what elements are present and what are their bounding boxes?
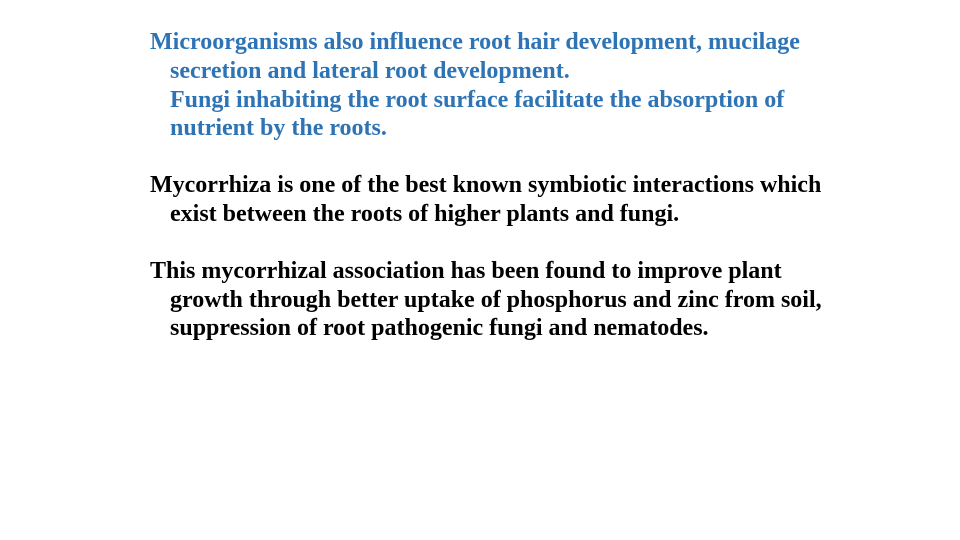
paragraph-3: This mycorrhizal association has been fo… bbox=[150, 257, 840, 343]
paragraph-1-line-2: Fungi inhabiting the root surface facili… bbox=[170, 87, 784, 142]
paragraph-3-line-1: This mycorrhizal association has been fo… bbox=[150, 258, 822, 342]
paragraph-1: Microorganisms also influence root hair … bbox=[150, 28, 840, 143]
paragraph-1-line-1: Microorganisms also influence root hair … bbox=[150, 29, 800, 84]
paragraph-2: Mycorrhiza is one of the best known symb… bbox=[150, 171, 840, 229]
paragraph-2-line-1: Mycorrhiza is one of the best known symb… bbox=[150, 172, 821, 227]
slide: Microorganisms also influence root hair … bbox=[0, 0, 960, 540]
